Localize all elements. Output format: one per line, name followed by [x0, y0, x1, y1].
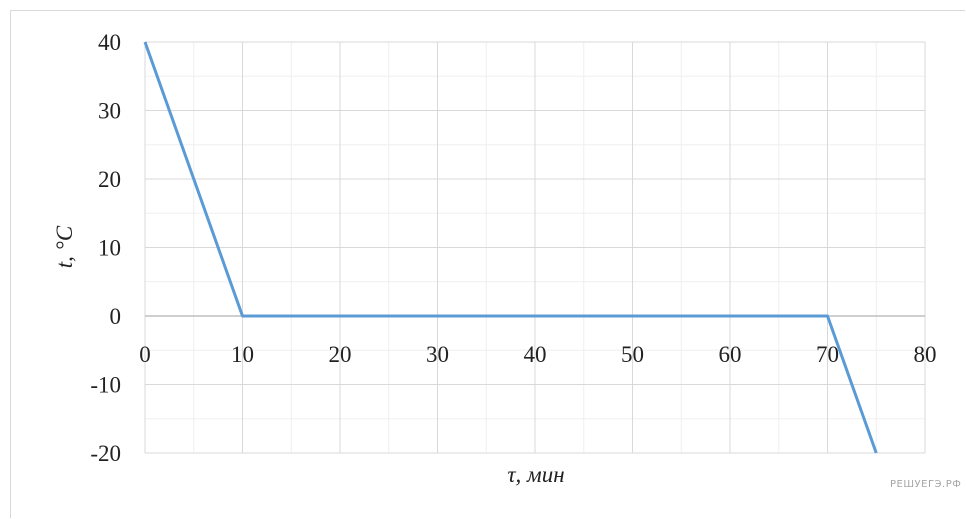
- x-tick-label: 10: [231, 342, 254, 367]
- series-line-0: [143, 41, 878, 454]
- y-tick-label: 0: [110, 304, 122, 329]
- major-grid: [144, 41, 926, 454]
- chart-frame: [10, 10, 965, 518]
- y-tick-label: 20: [98, 167, 121, 192]
- x-tick-label: 40: [524, 342, 547, 367]
- x-tick-label: 80: [914, 342, 937, 367]
- x-tick-label: 0: [139, 342, 151, 367]
- x-tick-label: 60: [719, 342, 742, 367]
- series-group: [143, 41, 878, 454]
- y-tick-label: 10: [98, 236, 121, 261]
- y-tick-label: 40: [98, 30, 121, 55]
- y-tick-label: -10: [90, 373, 121, 398]
- y-tick-labels: 40 30 20 10 0 -10 -20: [90, 30, 121, 466]
- x-tick-label: 30: [426, 342, 449, 367]
- x-tick-label: 70: [816, 342, 839, 367]
- x-tick-label: 20: [329, 342, 352, 367]
- x-axis-title: τ, мин: [507, 462, 564, 487]
- watermark: РЕШУЕГЭ.РФ: [890, 479, 961, 490]
- x-tick-labels: 0 10 20 30 40 50 60 70 80: [139, 342, 936, 367]
- y-axis-title: t, °C: [52, 225, 77, 268]
- x-tick-label: 50: [621, 342, 644, 367]
- y-tick-label: -20: [90, 441, 121, 466]
- y-tick-label: 30: [98, 99, 121, 124]
